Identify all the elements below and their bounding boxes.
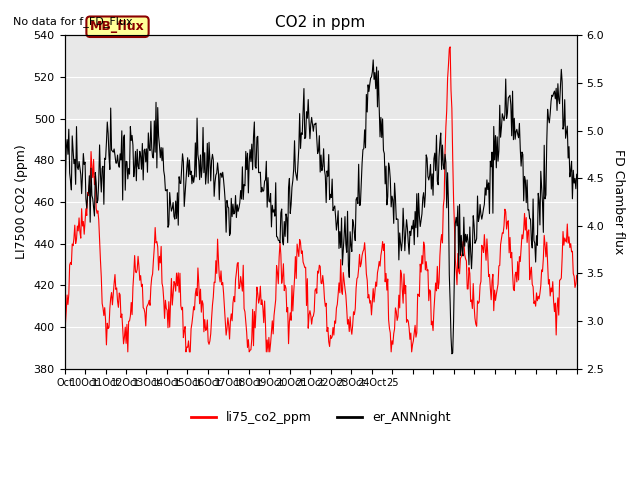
Title: CO2 in ppm: CO2 in ppm [275,15,365,30]
Legend: li75_co2_ppm, er_ANNnight: li75_co2_ppm, er_ANNnight [186,406,455,429]
Text: MB_flux: MB_flux [90,20,145,33]
Y-axis label: LI7500 CO2 (ppm): LI7500 CO2 (ppm) [15,144,28,259]
Text: No data for f_FD_Flux: No data for f_FD_Flux [13,16,132,27]
Y-axis label: FD Chamber flux: FD Chamber flux [612,149,625,254]
